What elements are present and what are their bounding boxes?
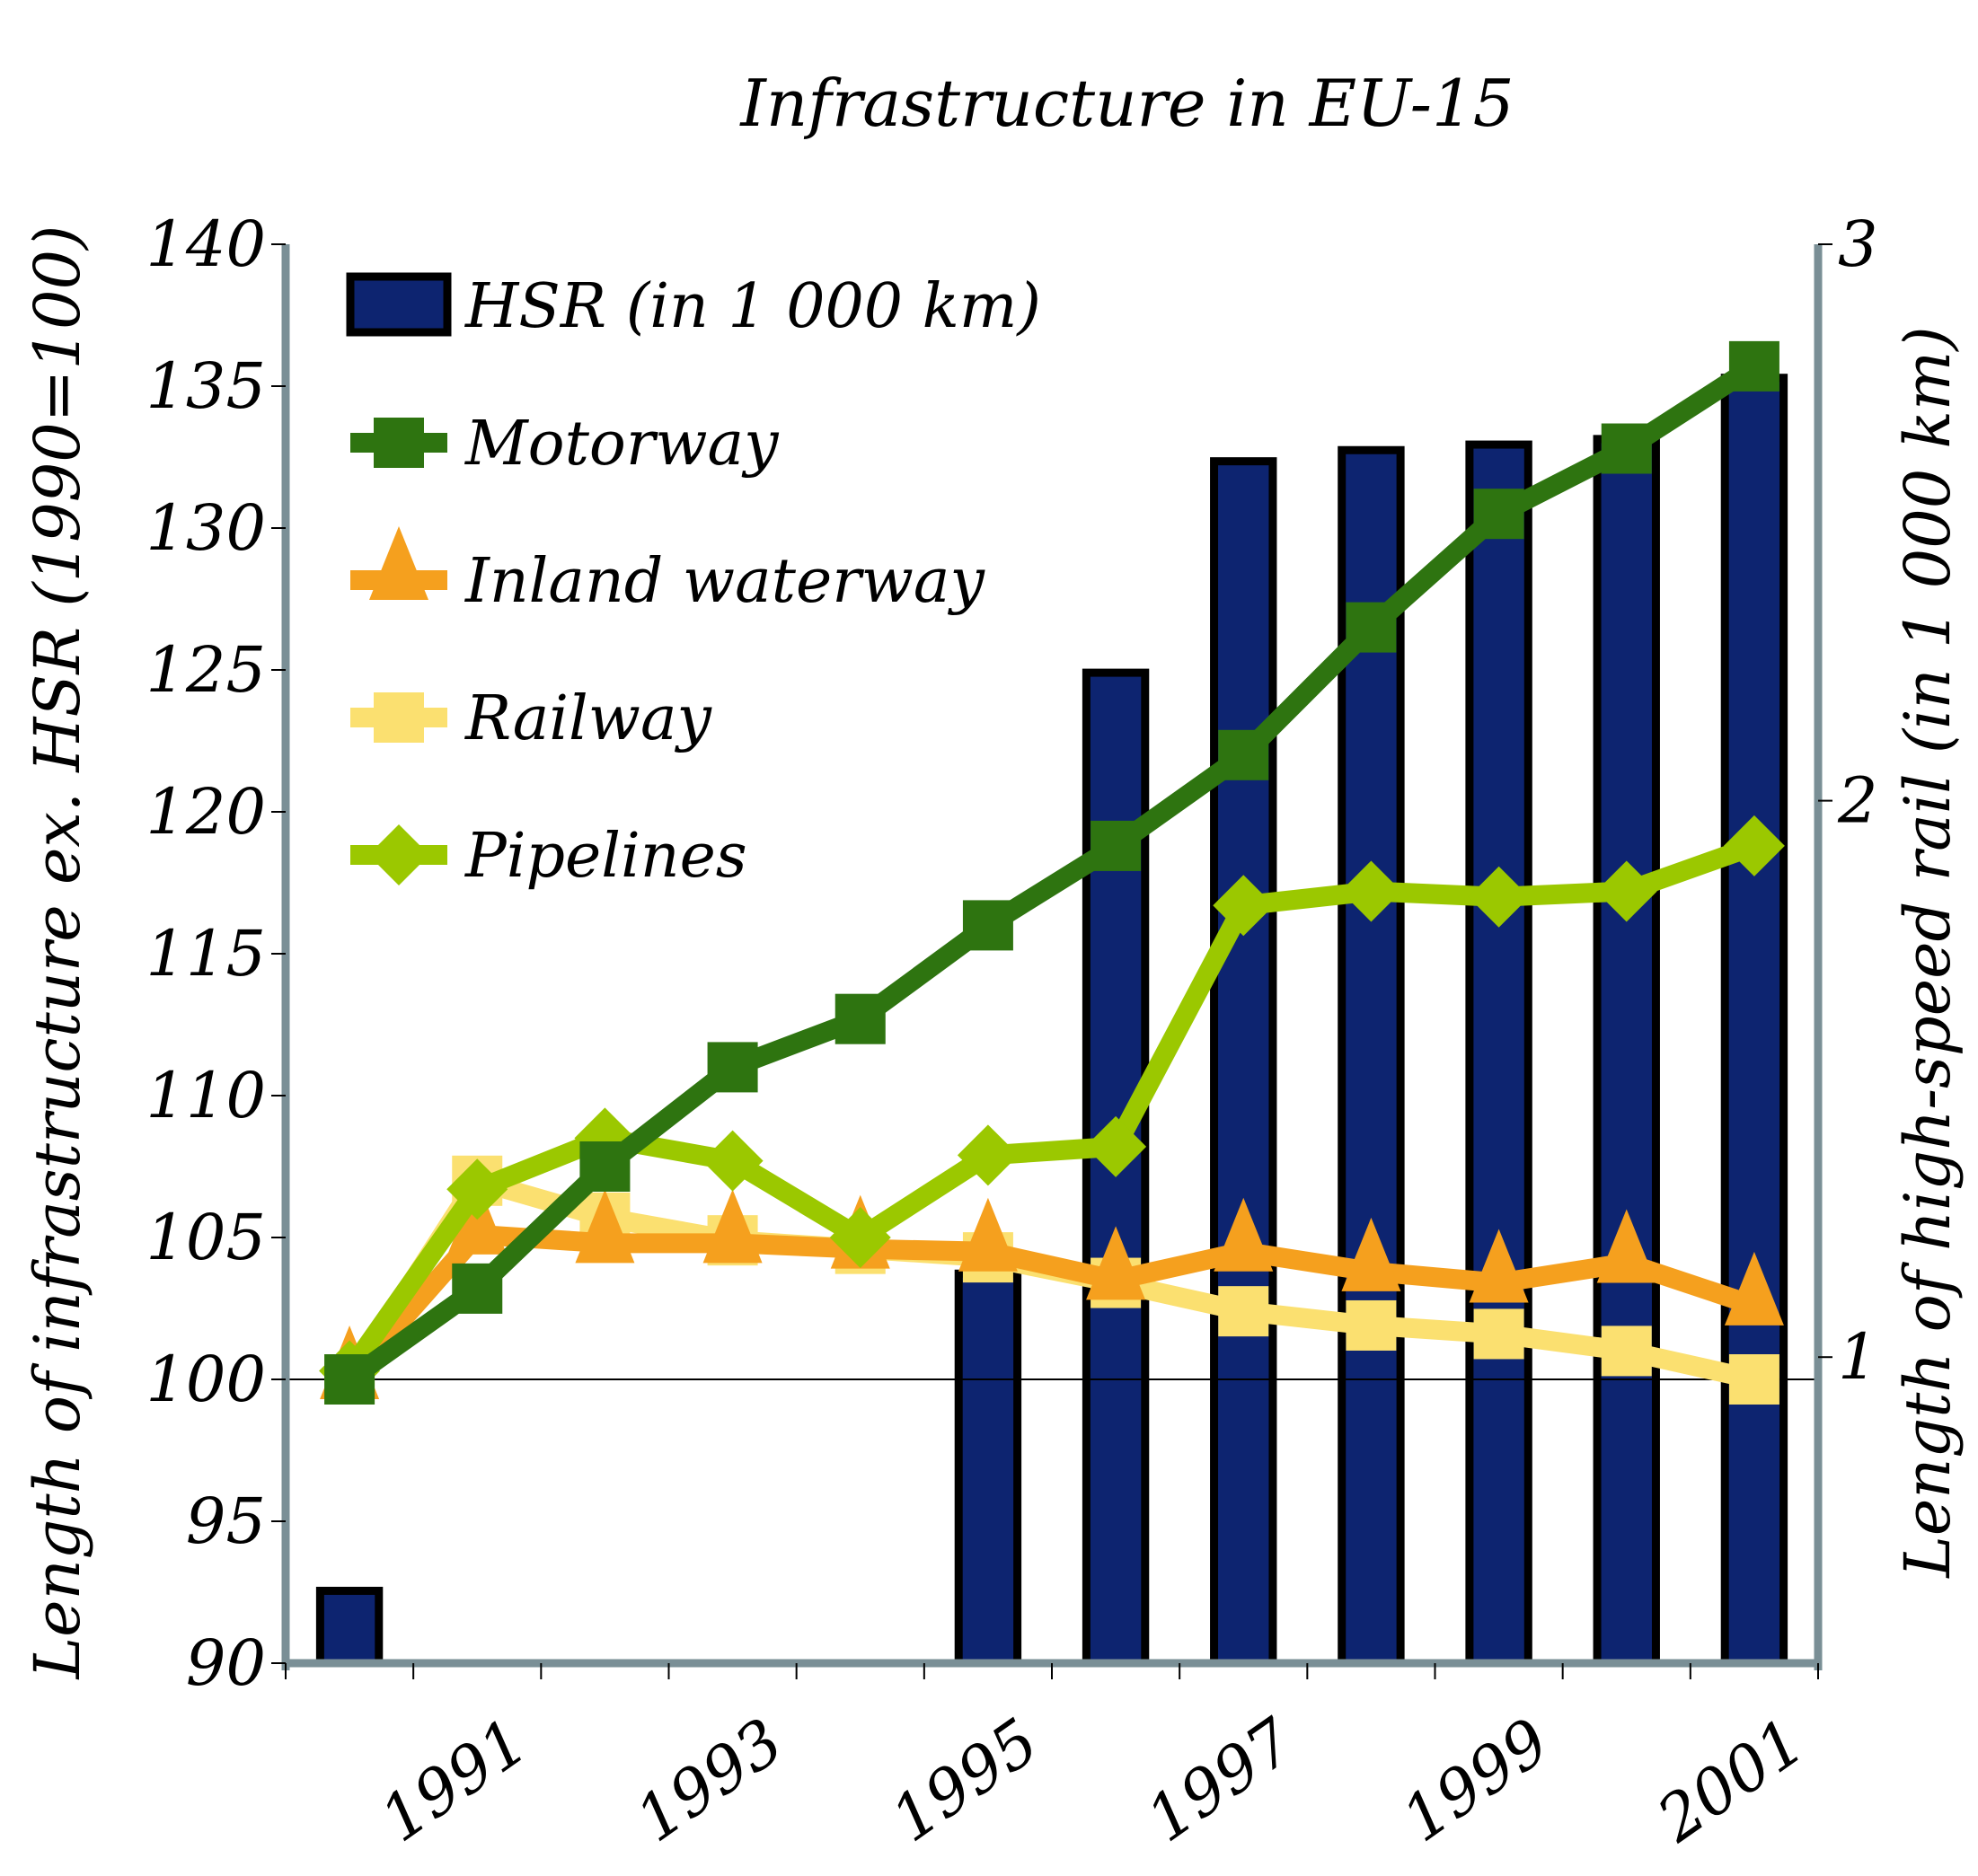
railway-point (1218, 1286, 1269, 1337)
legend-item-pipelines: Pipelines (350, 821, 747, 892)
pipelines-line (341, 836, 1758, 1377)
y-left-tick-label: 140 (146, 207, 266, 281)
y-axis-left-title: Length of infrastructure ex. HSR (1990=1… (21, 225, 94, 1681)
y-left-tick-label: 135 (146, 349, 266, 423)
y-left-tick-label: 95 (186, 1484, 266, 1558)
pipelines-series (319, 815, 1785, 1402)
inland-waterway-point (1086, 1226, 1146, 1300)
hsr-bar (1465, 440, 1532, 1668)
railway-point (1346, 1299, 1397, 1351)
railway-point (1728, 1354, 1779, 1405)
lines-layer (319, 340, 1785, 1405)
hsr-bar (1210, 457, 1277, 1668)
x-tick-label: 1991 (367, 1704, 541, 1856)
pipelines-point (1213, 875, 1275, 937)
hsr-bar (1720, 374, 1788, 1668)
legend-swatch-marker (369, 526, 428, 600)
y-right-tick-label: 1 (1838, 1320, 1878, 1394)
pipelines-point (1085, 1115, 1147, 1177)
pipelines-point (829, 1207, 891, 1268)
hsr-bar (954, 1269, 1022, 1668)
x-tick-label: 2001 (1644, 1704, 1818, 1857)
legend-label: Railway (464, 683, 713, 754)
legend-item-inland-waterway: Inland waterway (350, 526, 985, 617)
legend-swatch-marker (374, 692, 424, 743)
motorway-point (1473, 489, 1524, 540)
y-right-tick-label: 3 (1838, 207, 1878, 281)
x-tick-label: 1997 (1134, 1704, 1307, 1856)
y-left-tick-label: 100 (146, 1343, 266, 1416)
inland-waterway-point (1341, 1217, 1401, 1291)
pipelines-point (702, 1130, 764, 1192)
pipelines-point (1723, 815, 1785, 876)
legend-swatch (346, 272, 452, 337)
motorway-point (1346, 602, 1397, 653)
y-right-tick-label: 2 (1837, 764, 1878, 838)
motorway-point (1728, 340, 1779, 392)
chart-title: Infrastructure in EU-15 (738, 66, 1514, 141)
pipelines-point (957, 1124, 1019, 1186)
motorway-point (1601, 423, 1652, 474)
legend-swatch-marker (368, 824, 429, 885)
hsr-bar (1593, 435, 1660, 1668)
inland-waterway-point (702, 1189, 763, 1264)
legend-label: Motorway (464, 409, 780, 480)
y-left-tick-label: 120 (146, 775, 266, 849)
y-axis-right-title: Length of high-speed rail (in 1 000 km) (1891, 326, 1965, 1579)
motorway-series (324, 340, 1779, 1405)
y-left-tick-label: 90 (186, 1626, 266, 1700)
motorway-point (324, 1354, 375, 1405)
x-tick-label: 1993 (623, 1704, 796, 1856)
motorway-point (452, 1263, 503, 1314)
legend-item-hsr-in-1-000-km: HSR (in 1 000 km) (346, 271, 1041, 342)
motorway-point (962, 900, 1013, 951)
legend-label: HSR (in 1 000 km) (464, 271, 1041, 342)
legend-label: Pipelines (464, 821, 747, 892)
motorway-point (707, 1042, 758, 1093)
hsr-bar (315, 1586, 384, 1668)
motorway-point (834, 993, 886, 1044)
y-left-tick-label: 110 (146, 1059, 266, 1132)
pipelines-point (1468, 866, 1530, 928)
legend-item-railway: Railway (350, 683, 713, 754)
inland-waterway-series (320, 1180, 1784, 1399)
inland-waterway-point (1596, 1209, 1656, 1283)
y-left-tick-label: 105 (146, 1201, 266, 1274)
legend: HSR (in 1 000 km) Motorway Inland waterway… (346, 271, 1041, 892)
y-left-tick-label: 115 (146, 917, 266, 991)
pipelines-point (1340, 860, 1402, 922)
y-left-tick-label: 130 (146, 491, 266, 565)
inland-waterway-point (1724, 1251, 1784, 1326)
inland-waterway-point (1469, 1229, 1529, 1303)
inland-waterway-line (341, 1224, 1758, 1387)
motorway-point (1218, 729, 1269, 780)
x-tick-label: 1999 (1389, 1704, 1562, 1856)
railway-point (1601, 1326, 1652, 1377)
motorway-point (579, 1141, 631, 1192)
legend-item-motorway: Motorway (350, 409, 780, 480)
inland-waterway-point (958, 1197, 1018, 1272)
railway-point (1473, 1308, 1524, 1360)
inland-waterway-point (575, 1189, 635, 1264)
inland-waterway-point (1214, 1197, 1274, 1272)
legend-swatch-marker (374, 418, 424, 468)
y-left-tick-label: 125 (146, 633, 266, 707)
legend-label: Inland waterway (464, 546, 985, 617)
motorway-point (1091, 820, 1142, 871)
pipelines-point (446, 1158, 508, 1220)
pipelines-point (1595, 860, 1657, 922)
x-tick-label: 1995 (879, 1704, 1052, 1856)
